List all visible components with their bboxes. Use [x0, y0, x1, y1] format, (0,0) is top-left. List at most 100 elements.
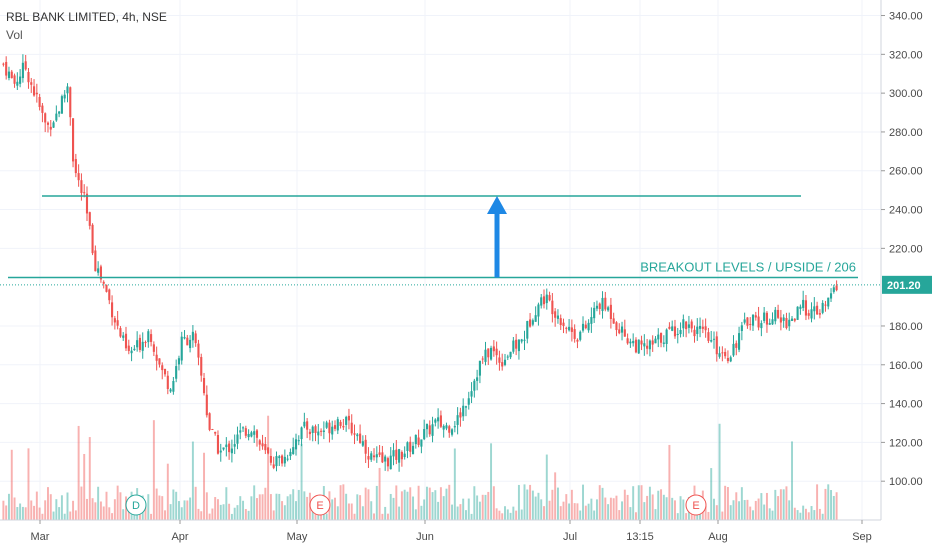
- candle-body: [462, 405, 465, 417]
- volume-bar: [665, 497, 668, 520]
- volume-bar: [239, 496, 242, 520]
- volume-bar: [743, 500, 746, 520]
- volume-bar: [339, 485, 342, 520]
- candle-body: [659, 332, 663, 343]
- volume-bar: [66, 492, 69, 520]
- volume-bar: [593, 510, 596, 520]
- volume-bar: [621, 501, 624, 520]
- candle-body: [576, 339, 579, 342]
- volume-bar: [80, 486, 83, 520]
- volume-bar: [612, 498, 615, 520]
- volume-bar: [713, 498, 715, 520]
- volume-bar: [191, 441, 194, 520]
- y-tick-label: 300.00: [889, 88, 923, 100]
- volume-bar: [183, 500, 186, 520]
- candle-body: [27, 71, 30, 83]
- candle-body: [448, 426, 451, 433]
- candle-body: [450, 429, 454, 435]
- candle-body: [2, 63, 5, 65]
- x-tick-label: May: [287, 531, 308, 543]
- volume-bar: [562, 501, 565, 520]
- volume-bar: [568, 503, 571, 520]
- volume-bar: [584, 505, 587, 520]
- volume-bar: [724, 485, 727, 520]
- candle-body: [320, 430, 323, 432]
- candle-body: [517, 339, 520, 352]
- volume-bar: [476, 495, 479, 520]
- volume-bar: [375, 485, 378, 520]
- candle-body: [292, 447, 295, 455]
- event-marker-e[interactable]: E: [685, 494, 707, 516]
- volume-bar: [44, 500, 47, 520]
- volume-bar: [512, 506, 515, 520]
- candle-body: [328, 422, 331, 434]
- volume-bar: [448, 484, 451, 520]
- candle-body: [130, 350, 133, 354]
- volume-bar: [122, 509, 125, 520]
- candle-body: [347, 415, 350, 421]
- breakout-levels: [0, 195, 880, 286]
- candle-body: [275, 456, 278, 467]
- volume-bar: [242, 500, 245, 520]
- volume-bar: [27, 448, 30, 520]
- volume-bar: [60, 495, 63, 520]
- candle-body: [183, 337, 186, 339]
- candle-body: [467, 398, 470, 405]
- volume-bar: [63, 513, 66, 520]
- volume-bar: [269, 494, 272, 520]
- event-marker-d[interactable]: D: [125, 494, 147, 516]
- candle-body: [423, 428, 426, 440]
- candle-body: [612, 318, 615, 324]
- candle-body: [562, 322, 565, 327]
- candle-body: [515, 339, 518, 349]
- candle-body: [205, 394, 208, 416]
- volume-bar: [384, 506, 387, 520]
- candle-body: [158, 358, 161, 365]
- upside-arrow[interactable]: [487, 195, 507, 278]
- candle-body: [138, 337, 141, 350]
- candle-body: [618, 329, 621, 334]
- candle-body: [495, 348, 498, 356]
- candle-body: [370, 453, 373, 460]
- candle-body: [743, 319, 746, 323]
- volume-bar: [626, 494, 629, 520]
- volume-bar: [306, 496, 309, 520]
- volume-bar: [111, 513, 114, 520]
- volume-bar: [543, 506, 545, 520]
- volume-bar: [370, 501, 373, 520]
- plot-area[interactable]: [0, 0, 880, 520]
- candle-body: [604, 297, 607, 310]
- candle-body: [573, 329, 576, 339]
- candle-body: [623, 329, 626, 337]
- volume-bar: [292, 489, 295, 520]
- volume-bar: [58, 507, 61, 520]
- volume-bar: [540, 499, 543, 520]
- volume-bar: [350, 503, 353, 520]
- candle-body: [414, 434, 417, 445]
- candle-body: [331, 426, 334, 435]
- volume-bar: [459, 504, 462, 520]
- candle-body: [729, 357, 732, 362]
- candle-body: [41, 105, 44, 113]
- volume-bar: [219, 504, 222, 520]
- candle-body: [559, 318, 562, 326]
- candle-body: [431, 424, 434, 436]
- volume-bar: [504, 506, 506, 520]
- volume-bar: [99, 501, 102, 520]
- candle-body: [668, 326, 671, 329]
- volume-bar: [749, 506, 752, 520]
- volume-bar: [726, 487, 729, 520]
- candle-body: [264, 443, 267, 451]
- candle-body: [626, 338, 629, 344]
- volume-bar: [632, 486, 635, 520]
- candle-body: [94, 250, 97, 272]
- volume-bar: [105, 491, 108, 520]
- candle-body: [152, 344, 155, 352]
- volume-bar: [303, 491, 306, 520]
- event-marker-e[interactable]: E: [309, 494, 331, 516]
- volume-bar: [398, 506, 401, 520]
- volume-bar: [406, 491, 409, 520]
- price-axis[interactable]: [881, 0, 932, 550]
